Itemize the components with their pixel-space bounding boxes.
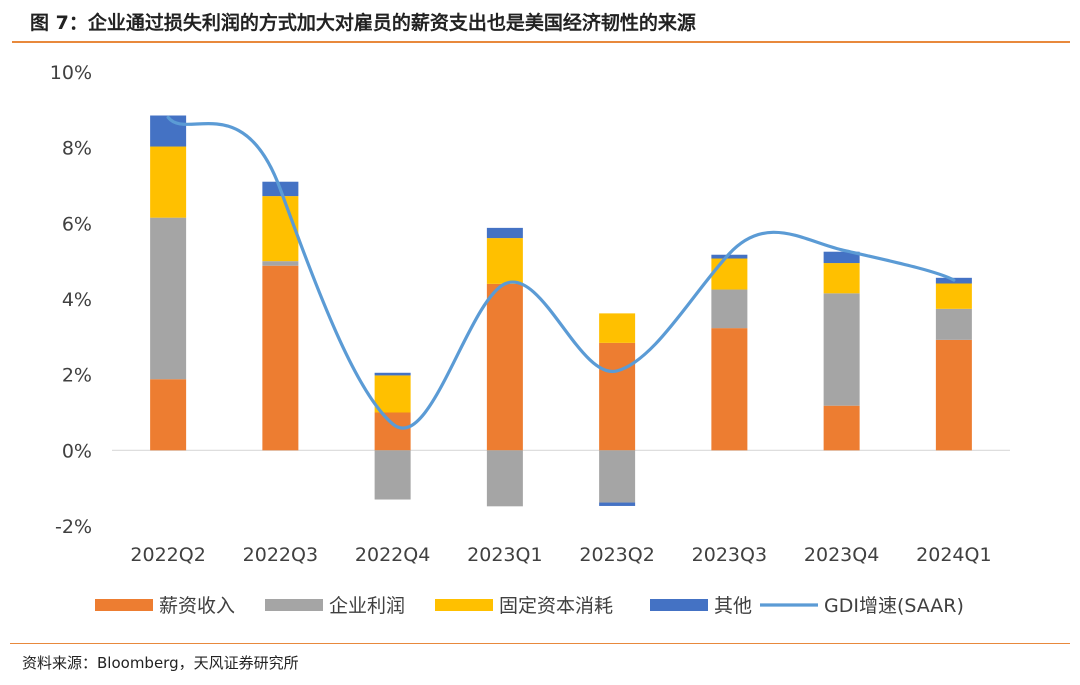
- footer-divider-left: [10, 643, 36, 644]
- x-tick-label: 2023Q3: [692, 544, 767, 566]
- y-tick-label: 8%: [62, 138, 92, 160]
- bar-segment: [374, 372, 411, 376]
- x-tick-label: 2023Q1: [467, 544, 542, 566]
- gdi-growth-line: [166, 115, 956, 430]
- x-tick-label: 2024Q1: [916, 544, 991, 566]
- x-tick-label: 2023Q4: [804, 544, 879, 566]
- y-tick-label: -2%: [55, 516, 92, 538]
- x-tick-label: 2022Q4: [355, 544, 430, 566]
- bar-segment: [150, 217, 187, 380]
- title-divider: [12, 41, 1070, 43]
- bar-segment: [262, 261, 299, 266]
- bar-segment: [486, 450, 523, 507]
- legend-label: 企业利润: [329, 595, 405, 617]
- bar-segment: [374, 375, 411, 413]
- bar-segment: [935, 339, 972, 451]
- page-title: 图 7：企业通过损失利润的方式加大对雇员的薪资支出也是美国经济韧性的来源: [30, 12, 696, 34]
- footer-divider-right: [1044, 643, 1070, 644]
- y-tick-label: 2%: [62, 365, 92, 387]
- bar-segment: [599, 342, 636, 451]
- bar-segment: [823, 293, 860, 406]
- bar-segment: [374, 412, 411, 451]
- bar-segment: [599, 450, 636, 503]
- legend-swatch: [650, 599, 708, 611]
- bar-segment: [374, 450, 411, 500]
- y-tick-label: 0%: [62, 440, 92, 462]
- bar-segment: [150, 146, 187, 218]
- bar-segment: [150, 379, 187, 451]
- bar-segment: [262, 196, 299, 262]
- y-tick-label: 4%: [62, 289, 92, 311]
- legend-swatch: [95, 599, 153, 611]
- x-tick-label: 2023Q2: [579, 544, 654, 566]
- legend-swatch: [265, 599, 323, 611]
- legend-label: GDI增速(SAAR): [824, 595, 964, 617]
- y-tick-label: 10%: [50, 62, 92, 84]
- legend-swatch: [435, 599, 493, 611]
- bar-segment: [711, 289, 748, 329]
- source-note: 资料来源：Bloomberg，天风证券研究所: [22, 654, 299, 672]
- bar-segment: [486, 283, 523, 451]
- bar-segment: [486, 227, 523, 239]
- bar-segment: [599, 313, 636, 343]
- x-tick-label: 2022Q2: [130, 544, 205, 566]
- bar-segment: [599, 502, 636, 506]
- footer-divider: [36, 643, 1044, 644]
- bar-segment: [150, 115, 187, 147]
- stacked-bar-chart: -2% 0% 2% 4% 6% 8% 10% 2022Q2 2022Q3 2022Q4 2023Q1…: [50, 62, 1010, 617]
- bar-segment: [823, 251, 860, 264]
- bar-segment: [823, 263, 860, 294]
- legend-label: 固定资本消耗: [499, 595, 613, 617]
- bar-segment: [823, 405, 860, 451]
- bar-segment: [935, 283, 972, 309]
- bar-segment: [711, 328, 748, 451]
- y-tick-label: 6%: [62, 213, 92, 235]
- bar-segment: [486, 238, 523, 284]
- legend-label: 其他: [714, 595, 752, 617]
- bar-segment: [711, 258, 748, 290]
- bar-segment: [935, 308, 972, 340]
- x-tick-label: 2022Q3: [243, 544, 318, 566]
- bar-segment: [262, 265, 299, 451]
- legend-label: 薪资收入: [159, 595, 235, 617]
- bar-segment: [711, 254, 748, 259]
